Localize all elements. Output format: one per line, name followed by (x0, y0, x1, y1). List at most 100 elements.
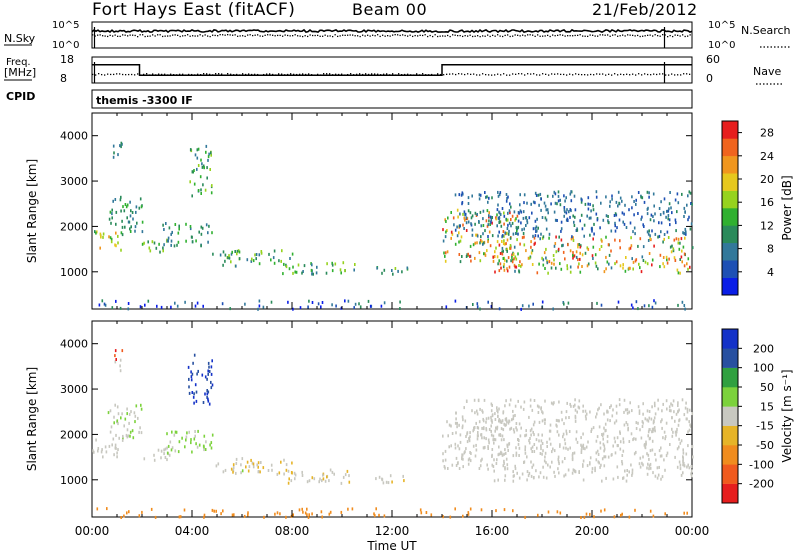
nave-dot (278, 73, 280, 75)
power-cell (624, 203, 626, 207)
nave-dot (539, 74, 541, 76)
velocity-cell (626, 411, 629, 415)
velocity-cell (653, 420, 655, 423)
velocity-cell (498, 445, 500, 449)
nave-dot (593, 74, 595, 76)
velocity-cell (287, 469, 290, 473)
nave-dot (212, 74, 214, 76)
noise-search-dot (639, 35, 641, 38)
noise-search-dot (304, 35, 306, 37)
cpid-label: CPID (6, 90, 35, 103)
velocity-cell (625, 421, 628, 425)
power-cell (511, 214, 514, 218)
power-cell (487, 240, 489, 244)
velocity-cell (679, 467, 682, 471)
power-cell (608, 253, 611, 257)
velocity-cell (596, 412, 598, 416)
power-cell (644, 260, 647, 264)
velocity-cell (536, 404, 539, 408)
noise-search-dot (314, 34, 316, 37)
velocity-cell (483, 398, 486, 402)
power-cell (200, 188, 202, 192)
velocity-cell (383, 514, 386, 518)
nave-dot (197, 73, 199, 75)
power-cell (101, 299, 104, 303)
power-cell (670, 250, 673, 254)
power-cell (471, 233, 474, 237)
nave-dot (356, 73, 358, 75)
velocity-cell (447, 434, 449, 438)
power-cell (590, 227, 593, 231)
power-cell (486, 195, 488, 199)
velocity-cell (615, 404, 618, 408)
velocity-cell (529, 437, 531, 440)
velocity-cell (582, 446, 585, 450)
velocity-cell (647, 453, 650, 457)
power-cell (537, 234, 539, 238)
power-cell (207, 231, 209, 235)
power-cell (479, 259, 482, 263)
power-cell (640, 217, 642, 221)
power-cell (202, 183, 204, 187)
power-cell (120, 248, 122, 252)
power-cell (673, 238, 676, 242)
power-cell (685, 232, 687, 236)
velocity-cell (595, 451, 598, 455)
nave-dot (149, 74, 151, 76)
velocity-cell (285, 515, 287, 519)
velocity-cell (462, 465, 464, 469)
power-cell (193, 182, 196, 186)
power-cell (605, 267, 607, 271)
noise-search-dot (172, 34, 174, 36)
power-cell (641, 196, 644, 200)
noise-search-dot (309, 34, 311, 36)
velocity-cell (686, 417, 688, 421)
power-cell (562, 301, 565, 304)
noise-search-dot (164, 35, 166, 37)
velocity-cell (456, 421, 458, 425)
velocity-cell (604, 422, 607, 426)
power-cell (548, 236, 550, 240)
velocity-cell (657, 398, 659, 402)
power-cell (471, 228, 474, 232)
power-cell (525, 224, 527, 227)
power-cell (629, 266, 631, 270)
nave-dot (125, 74, 127, 76)
power-cell (592, 208, 595, 212)
velocity-cell (639, 456, 642, 460)
velocity-cell (607, 410, 609, 414)
nave-dot (506, 74, 508, 76)
power-cell (554, 242, 557, 245)
velocity-cell (606, 434, 609, 438)
noise-search-dot (544, 35, 546, 37)
noise-search-dot (474, 35, 476, 37)
velocity-cell (454, 507, 456, 511)
noise-search-dot (549, 35, 551, 38)
power-cell (463, 210, 466, 214)
nave-dot (620, 73, 622, 75)
nave-dot (485, 73, 487, 76)
power-cell (347, 299, 350, 303)
power-ytick-label: 2000 (60, 220, 88, 233)
velocity-cell (671, 403, 674, 407)
velocity-cell (557, 460, 560, 464)
velocity-cell (538, 405, 540, 409)
velocity-cell (582, 404, 584, 408)
power-cell (270, 300, 273, 304)
velocity-cell (551, 460, 553, 464)
velocity-cell (194, 383, 197, 387)
noise-search-dot (169, 35, 171, 37)
velocity-cell (523, 461, 525, 464)
velocity-cell (500, 420, 503, 424)
power-cell (454, 228, 457, 232)
power-cell (251, 257, 253, 261)
velocity-cell (648, 416, 651, 420)
power-cell (569, 215, 571, 219)
power-cell (583, 223, 586, 227)
power-cell (654, 301, 657, 305)
freq-tick-low: 8 (60, 72, 67, 85)
nave-dot (458, 73, 460, 75)
power-cell (446, 229, 448, 232)
velocity-cell (257, 461, 260, 465)
power-cell (648, 191, 650, 195)
